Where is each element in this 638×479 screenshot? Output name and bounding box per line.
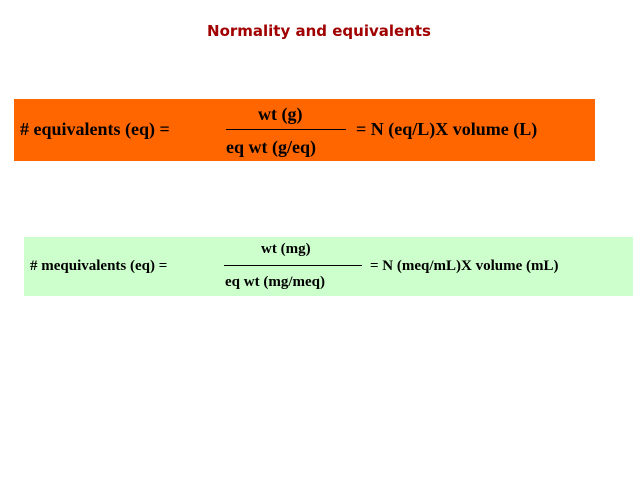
fraction-bar xyxy=(224,265,362,266)
rhs: = N (meq/mL)X volume (mL) xyxy=(370,258,559,274)
lhs: # equivalents (eq) = xyxy=(20,119,170,139)
formula-box: # mequivalents (eq) = wt (mg) eq wt (mg/… xyxy=(24,237,633,296)
denominator: eq wt (mg/meq) xyxy=(225,274,325,290)
numerator: wt (g) xyxy=(258,104,303,124)
formula-box: # equivalents (eq) = wt (g) eq wt (g/eq)… xyxy=(14,99,595,161)
fraction-bar xyxy=(226,129,346,130)
title: Normality and equivalents xyxy=(207,22,431,40)
numerator: wt (mg) xyxy=(261,241,311,257)
denominator: eq wt (g/eq) xyxy=(226,137,316,157)
lhs: # mequivalents (eq) = xyxy=(30,258,168,274)
rhs: = N (eq/L)X volume (L) xyxy=(356,119,538,139)
